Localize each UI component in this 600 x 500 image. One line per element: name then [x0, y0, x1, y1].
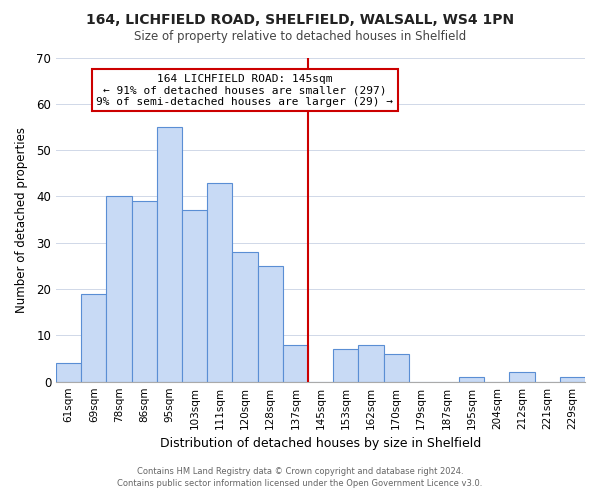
Bar	[157, 127, 182, 382]
Bar	[257, 266, 283, 382]
Bar	[459, 377, 484, 382]
Bar	[56, 363, 81, 382]
Bar	[358, 344, 383, 382]
Text: 164, LICHFIELD ROAD, SHELFIELD, WALSALL, WS4 1PN: 164, LICHFIELD ROAD, SHELFIELD, WALSALL,…	[86, 12, 514, 26]
Bar	[81, 294, 106, 382]
Y-axis label: Number of detached properties: Number of detached properties	[15, 126, 28, 312]
X-axis label: Distribution of detached houses by size in Shelfield: Distribution of detached houses by size …	[160, 437, 481, 450]
Bar	[283, 344, 308, 382]
Text: Contains public sector information licensed under the Open Government Licence v3: Contains public sector information licen…	[118, 478, 482, 488]
Bar	[232, 252, 257, 382]
Text: Contains HM Land Registry data © Crown copyright and database right 2024.: Contains HM Land Registry data © Crown c…	[137, 467, 463, 476]
Bar	[560, 377, 585, 382]
Bar	[182, 210, 207, 382]
Bar	[207, 182, 232, 382]
Bar	[131, 201, 157, 382]
Bar	[333, 350, 358, 382]
Text: 164 LICHFIELD ROAD: 145sqm
← 91% of detached houses are smaller (297)
9% of semi: 164 LICHFIELD ROAD: 145sqm ← 91% of deta…	[97, 74, 394, 107]
Bar	[509, 372, 535, 382]
Bar	[106, 196, 131, 382]
Text: Size of property relative to detached houses in Shelfield: Size of property relative to detached ho…	[134, 30, 466, 43]
Bar	[383, 354, 409, 382]
